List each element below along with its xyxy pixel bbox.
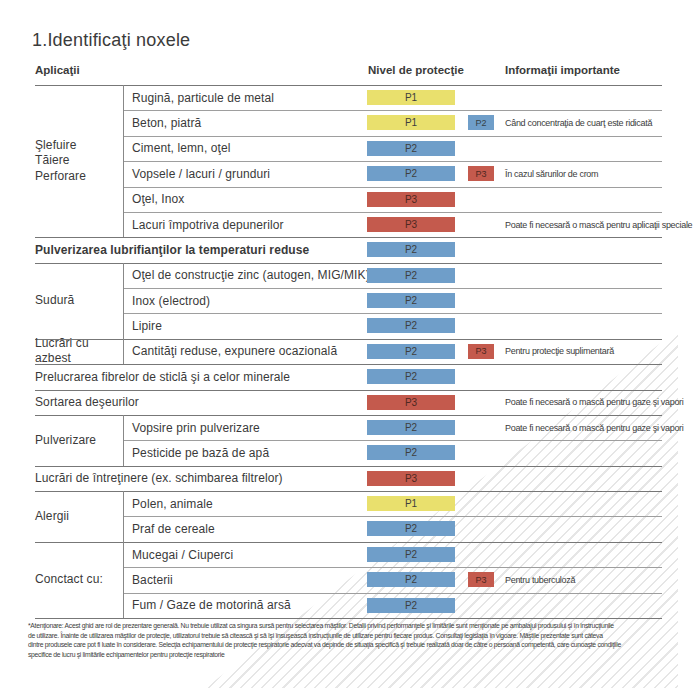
info-note: Când concentraţia de cuarţ este ridicată bbox=[505, 118, 652, 128]
application-label: Lacuri împotriva depunerilor bbox=[124, 218, 284, 232]
hazard-table: Şlefuire Tăiere Perforare Rugină, particu… bbox=[35, 85, 662, 618]
info-note: Poate fi necesară o mască pentru aplicaţ… bbox=[505, 220, 692, 230]
protection-level-badge: P3 bbox=[468, 166, 494, 181]
application-label: Pulverizarea lubrifianţilor la temperatu… bbox=[35, 243, 309, 257]
application-label: Polen, animale bbox=[124, 497, 213, 511]
application-label: Lucrări de întreţinere (ex. schimbarea f… bbox=[35, 471, 283, 485]
guide-page: 1.Identificaţi noxele Aplicaţii Nivel de… bbox=[0, 0, 700, 700]
category-label: Conctact cu: bbox=[35, 572, 103, 588]
application-label: Mucegai / Ciuperci bbox=[124, 548, 233, 562]
table-row: Inox (electrod) P2 bbox=[124, 288, 662, 313]
footnote-line: de utilizare. Înainte de utilizarea măşt… bbox=[28, 631, 688, 641]
table-bottom-line bbox=[35, 618, 662, 619]
column-header-applications: Aplicaţii bbox=[35, 64, 80, 76]
category-label: Pulverizare bbox=[35, 433, 96, 449]
category-cell: Conctact cu: bbox=[35, 542, 124, 618]
application-label: Vopsire prin pulverizare bbox=[124, 421, 260, 435]
protection-level-bar: P2 bbox=[367, 242, 455, 257]
table-row: Ciment, lemn, oţel P2 bbox=[124, 136, 662, 161]
application-label: Vopsele / lacuri / grunduri bbox=[124, 167, 270, 181]
protection-level-bar: P1 bbox=[367, 115, 455, 130]
application-label: Ciment, lemn, oţel bbox=[124, 141, 231, 155]
table-row: Pulverizarea lubrifianţilor la temperatu… bbox=[35, 237, 662, 262]
protection-level-bar: P2 bbox=[367, 344, 455, 359]
protection-level-bar: P2 bbox=[367, 369, 455, 384]
application-label: Pesticide pe bază de apă bbox=[124, 446, 269, 460]
application-label: Praf de cereale bbox=[124, 522, 215, 536]
application-label: Cantităţi reduse, expunere ocazională bbox=[124, 344, 337, 358]
info-note: În cazul sărurilor de crom bbox=[505, 169, 598, 179]
info-note: Pentru tuberculoză bbox=[505, 575, 575, 585]
footnote-line: *Atenţionare: Acest ghid are rol de prez… bbox=[28, 621, 688, 631]
table-row: Beton, piatră P1 P2 Când concentraţia de cu… bbox=[124, 110, 662, 135]
protection-level-bar: P2 bbox=[367, 268, 455, 283]
protection-level-bar: P2 bbox=[367, 166, 455, 181]
category-label: Lucrări cu azbest bbox=[35, 336, 123, 367]
protection-level-badge: P3 bbox=[468, 344, 494, 359]
footnote-line: specifice de lucru şi limitările echipam… bbox=[28, 650, 688, 660]
table-row: Lipire P2 bbox=[124, 313, 662, 338]
protection-level-bar: P2 bbox=[367, 521, 455, 536]
footnote-line: dintre produsele care pot fi luate în co… bbox=[28, 640, 688, 650]
protection-level-bar: P2 bbox=[367, 420, 455, 435]
table-row: Oţel, Inox P3 bbox=[124, 187, 662, 212]
category-label: Sudură bbox=[35, 293, 74, 309]
table-row: Sortarea deşeurilorP3Poate fi necesară o… bbox=[35, 390, 662, 415]
table-row: Prelucrarea fibrelor de sticlă şi a celo… bbox=[35, 364, 662, 389]
protection-level-bar: P1 bbox=[367, 496, 455, 511]
protection-level-bar: P2 bbox=[367, 572, 455, 587]
table-row: Pesticide pe bază de apă P2 bbox=[124, 440, 662, 465]
category-cell: Pulverizare bbox=[35, 415, 124, 466]
application-label: Fum / Gaze de motorină arsă bbox=[124, 598, 291, 612]
category-cell: Lucrări cu azbest bbox=[35, 339, 124, 364]
application-label: Bacterii bbox=[124, 573, 173, 587]
protection-level-bar: P3 bbox=[367, 217, 455, 232]
protection-level-bar: P3 bbox=[367, 192, 455, 207]
application-label: Oţel de construcţie zinc (autogen, MIG/M… bbox=[124, 268, 370, 282]
category-cell: Alergii bbox=[35, 491, 124, 542]
application-label: Sortarea deşeurilor bbox=[35, 395, 139, 409]
application-label: Rugină, particule de metal bbox=[124, 91, 274, 105]
column-header-protection-level: Nivel de protecţie bbox=[368, 64, 464, 76]
table-row: Vopsele / lacuri / grunduri P2 P3 În cazul … bbox=[124, 161, 662, 186]
footnote: *Atenţionare: Acest ghid are rol de prez… bbox=[28, 621, 688, 659]
table-row: Lacuri împotriva depunerilorP3Poate fi n… bbox=[124, 212, 662, 237]
category-label: Alergii bbox=[35, 509, 69, 525]
table-row: Cantităţi reduse, expunere ocazională P2 P… bbox=[124, 339, 662, 364]
table-row: Rugină, particule de metal P1 bbox=[124, 85, 662, 110]
table-row: Mucegai / Ciuperci P2 bbox=[124, 542, 662, 567]
page-title: 1.Identificaţi noxele bbox=[32, 30, 190, 51]
application-label: Lipire bbox=[124, 319, 162, 333]
table-row: Oţel de construcţie zinc (autogen, MIG/M… bbox=[124, 263, 662, 288]
table-row: Lucrări de întreţinere (ex. schimbarea f… bbox=[35, 466, 662, 491]
protection-level-bar: P3 bbox=[367, 395, 455, 410]
protection-level-bar: P2 bbox=[367, 293, 455, 308]
protection-level-bar: P2 bbox=[367, 445, 455, 460]
table-row: Vopsire prin pulverizareP2Poate fi neces… bbox=[124, 415, 662, 440]
protection-level-bar: P2 bbox=[367, 141, 455, 156]
table-row: Praf de cereale P2 bbox=[124, 516, 662, 541]
info-note: Poate fi necesară o mască pentru gaze şi… bbox=[505, 423, 684, 433]
application-label: Inox (electrod) bbox=[124, 294, 210, 308]
protection-level-bar: P2 bbox=[367, 547, 455, 562]
info-note: Poate fi necesară o mască pentru gaze şi… bbox=[505, 397, 684, 407]
table-row: Bacterii P2 P3 Pentru tuberculoză bbox=[124, 567, 662, 592]
application-label: Prelucrarea fibrelor de sticlă şi a celo… bbox=[35, 370, 290, 384]
protection-level-badge: P2 bbox=[468, 115, 494, 130]
application-label: Oţel, Inox bbox=[124, 192, 184, 206]
protection-level-bar: P2 bbox=[367, 598, 455, 613]
info-note: Pentru protecţie suplimentară bbox=[505, 346, 614, 356]
column-header-important-info: Informaţii importante bbox=[505, 64, 620, 76]
protection-level-bar: P3 bbox=[367, 471, 455, 486]
protection-level-badge: P3 bbox=[468, 572, 494, 587]
category-cell: Şlefuire Tăiere Perforare bbox=[35, 85, 124, 237]
category-cell: Sudură bbox=[35, 263, 124, 339]
protection-level-bar: P1 bbox=[367, 90, 455, 105]
category-label: Şlefuire Tăiere Perforare bbox=[35, 138, 86, 185]
protection-level-bar: P2 bbox=[367, 318, 455, 333]
table-row: Polen, animale P1 bbox=[124, 491, 662, 516]
table-row: Fum / Gaze de motorină arsă P2 bbox=[124, 593, 662, 618]
application-label: Beton, piatră bbox=[124, 116, 201, 130]
